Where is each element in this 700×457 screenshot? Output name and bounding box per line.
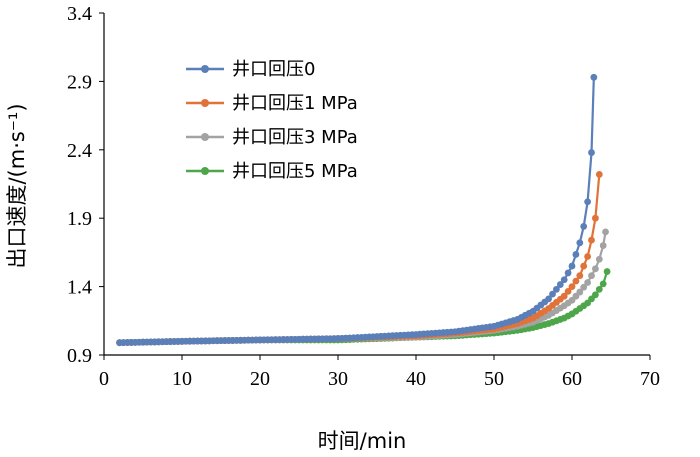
y-tick-label: 1.9: [67, 208, 92, 230]
data-point: [588, 272, 595, 280]
data-point: [592, 265, 599, 273]
data-point: [584, 279, 591, 286]
data-point: [584, 253, 591, 260]
data-point: [599, 242, 607, 249]
x-tick-label: 20: [250, 368, 270, 390]
legend: 井口回压0 井口回压1 MPa 井口回压3 MPa 井口回压5 MPa: [186, 59, 358, 182]
legend-item: 井口回压1 MPa: [186, 93, 358, 114]
legend-label: 井口回压0: [232, 59, 315, 80]
data-point: [584, 198, 591, 206]
x-tick-label: 0: [99, 368, 109, 390]
data-point: [592, 214, 599, 222]
y-tick-label: 2.4: [67, 140, 92, 162]
data-point: [553, 285, 560, 293]
data-point: [588, 149, 595, 156]
legend-marker: [201, 167, 209, 175]
x-tick-label: 70: [640, 368, 660, 390]
data-point: [590, 73, 598, 81]
data-point: [556, 281, 564, 288]
data-point: [580, 262, 588, 270]
x-tick-label: 10: [172, 368, 192, 390]
data-point: [595, 255, 603, 263]
legend-item: 井口回压0: [186, 59, 315, 80]
data-point: [564, 287, 572, 295]
data-point: [545, 295, 552, 303]
data-point: [576, 239, 584, 247]
x-tick-label: 60: [562, 368, 582, 390]
legend-label: 井口回压1 MPa: [232, 93, 358, 114]
data-point: [572, 251, 580, 258]
legend-marker: [201, 99, 209, 107]
data-point: [595, 285, 603, 293]
y-axis-title: 出口速度/(m·s⁻¹): [5, 103, 29, 268]
data-point: [572, 277, 580, 285]
data-point: [576, 288, 584, 296]
data-point: [560, 292, 568, 300]
y-tick-label: 1.4: [67, 277, 92, 299]
legend-marker: [201, 133, 209, 141]
y-tick-label: 2.9: [67, 71, 92, 93]
series-layer: [116, 73, 611, 347]
data-point: [560, 276, 568, 284]
data-point: [576, 272, 584, 280]
data-point: [595, 171, 603, 178]
legend-item: 井口回压3 MPa: [186, 127, 358, 148]
series-line: [119, 77, 595, 344]
data-point: [599, 280, 607, 288]
y-tick-label: 3.4: [67, 3, 92, 25]
x-tick-label: 40: [406, 368, 426, 390]
x-axis-title: 时间/min: [318, 429, 407, 453]
axes-layer: [103, 13, 650, 356]
data-point: [564, 269, 572, 277]
series-0: [116, 73, 598, 347]
data-point: [568, 283, 576, 290]
ticks-layer: 0 10 20 30 40 50 60 70 0.9 1.4 1.9 2.4 2.9 3.4: [67, 3, 660, 390]
data-point: [602, 228, 609, 236]
series-1: [116, 171, 603, 347]
legend-marker: [201, 65, 209, 73]
data-point: [588, 236, 595, 244]
data-point: [568, 262, 576, 270]
x-tick-label: 30: [328, 368, 348, 390]
legend-label: 井口回压5 MPa: [232, 161, 358, 182]
y-tick-label: 0.9: [67, 345, 92, 367]
data-point: [603, 268, 611, 275]
legend-item: 井口回压5 MPa: [186, 161, 358, 182]
data-point: [580, 223, 588, 230]
data-point: [549, 290, 556, 298]
data-point: [580, 283, 588, 291]
legend-label: 井口回压3 MPa: [232, 127, 358, 148]
data-point: [592, 291, 599, 299]
x-tick-label: 50: [484, 368, 504, 390]
